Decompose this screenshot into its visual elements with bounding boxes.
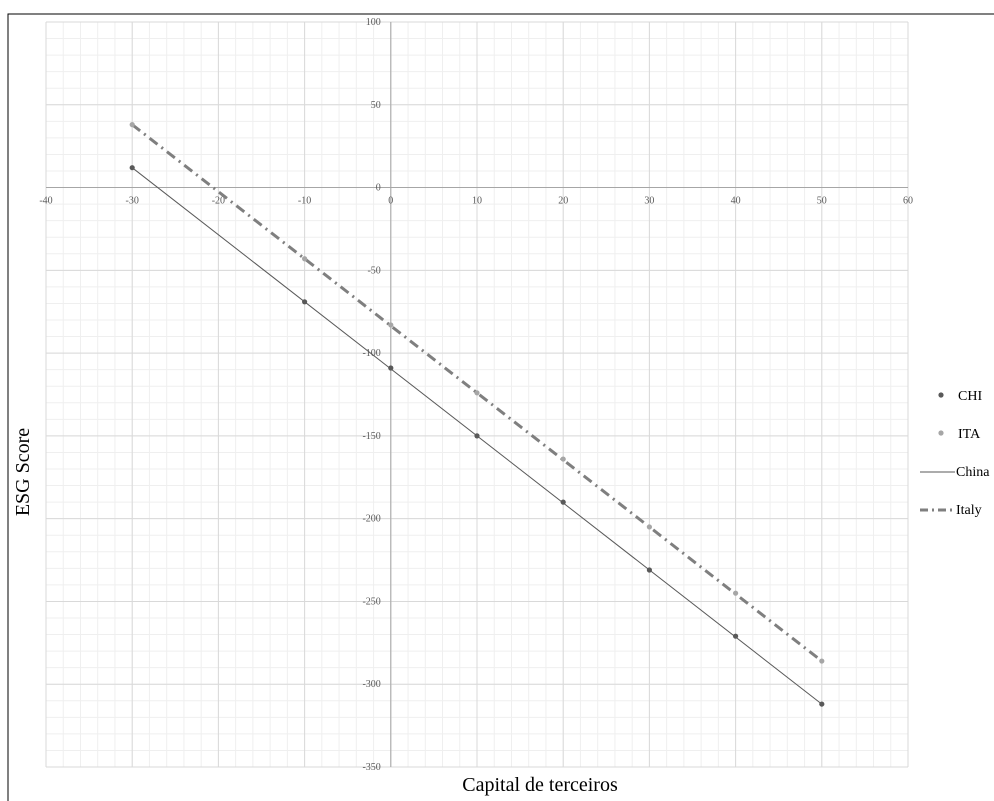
data-point-ita [129,122,135,128]
series-line-italy [131,123,823,663]
data-point-ita [302,256,308,262]
x-tick-label: -30 [126,196,139,207]
y-tick-label: -50 [367,265,380,276]
y-tick-label: -300 [362,679,380,690]
x-tick-label: -10 [298,196,311,207]
x-tick-label: 60 [903,196,913,207]
x-tick-label: 50 [817,196,827,207]
gridlines [45,21,909,768]
data-point-ita [646,524,653,530]
x-tick-label: -20 [212,196,225,207]
x-tick-label: 20 [558,196,568,207]
data-point-ita [733,590,739,596]
tick-labels: -40-30-20-100102030405060100500-50-100-1… [39,17,913,773]
data-point-chi [474,433,480,439]
x-tick-label: 40 [731,196,741,207]
y-tick-label: -250 [362,596,380,607]
x-axis-title: Capital de terceiros [462,774,618,796]
x-tick-label: 10 [472,196,482,207]
y-axis-title: ESG Score [12,428,34,516]
chart-border [7,13,994,801]
legend: CHI ITA China Italy [920,389,990,518]
data-point-ita [560,456,566,462]
x-tick-label: -40 [39,196,52,207]
y-tick-label: -150 [362,431,380,442]
data-point-chi [560,499,566,505]
data-point-chi [646,567,653,573]
data-point-ita [819,658,825,664]
legend-label-china: China [956,465,990,480]
y-tick-label: -200 [362,514,380,525]
data-point-ita [474,390,480,396]
legend-label-italy: Italy [956,503,982,518]
y-tick-label: 0 [376,183,381,194]
x-tick-label: 30 [644,196,654,207]
data-point-chi [733,633,739,639]
legend-label-chi: CHI [958,389,982,404]
data-point-ita [388,322,394,328]
y-tick-label: 50 [371,100,381,111]
y-tick-label: -350 [362,762,380,773]
data-point-chi [388,365,394,371]
axes [46,22,908,767]
x-tick-label: 0 [388,196,393,207]
data-point-chi [819,701,825,707]
data-point-chi [302,299,308,305]
legend-marker-ita [938,430,944,436]
legend-label-ita: ITA [958,427,981,442]
data-point-chi [129,165,135,171]
legend-marker-chi [938,392,944,398]
data-series [129,122,825,707]
y-tick-label: 100 [366,17,381,28]
